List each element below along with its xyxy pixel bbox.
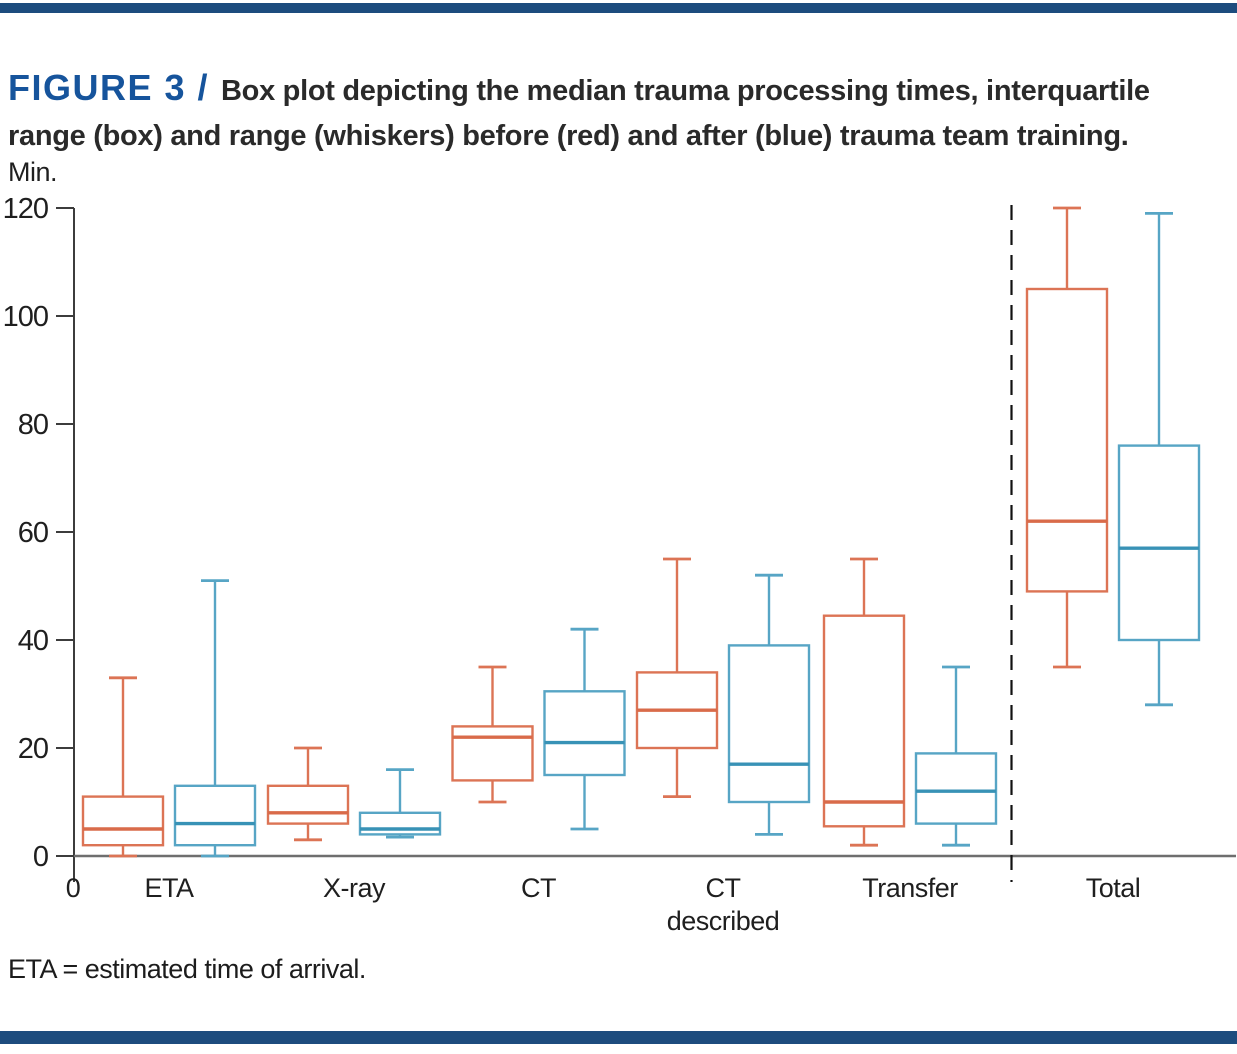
top-rule-bar: [0, 3, 1237, 13]
y-tick-label-60: 60: [18, 517, 48, 549]
iqr-box-x-ray-after: [358, 811, 442, 836]
figure-title: FIGURE 3 /Box plot depicting the median …: [8, 65, 1234, 159]
iqr-box-total-after: [1117, 444, 1201, 642]
x-cat-label-ct-described-line2: described: [667, 906, 780, 936]
x-cat-label-total: Total: [1086, 873, 1141, 903]
x-cat-label-ct: CT: [521, 873, 556, 903]
iqr-box-ct-described-after: [727, 644, 811, 804]
y-tick-label-0: 0: [33, 841, 48, 873]
iqr-box-transfer-after: [914, 752, 998, 825]
bottom-rule-bar: [0, 1031, 1237, 1044]
iqr-box-transfer-before: [822, 614, 906, 828]
y-tick-label-100: 100: [3, 301, 48, 333]
y-tick-label-20: 20: [18, 733, 48, 765]
y-tick-label-120: 120: [3, 193, 48, 225]
y-tick-label-80: 80: [18, 409, 48, 441]
iqr-box-total-before: [1025, 287, 1109, 593]
x-cat-label-ct-described: CT: [706, 873, 741, 903]
x-cat-label-eta: ETA: [144, 873, 193, 903]
x-cat-label-x-ray: X-ray: [323, 873, 386, 903]
iqr-box-x-ray-before: [266, 784, 350, 825]
figure-title-text: Box plot depicting the median trauma pro…: [8, 75, 1150, 152]
y-axis-title: Min.: [8, 157, 57, 187]
iqr-box-ct-after: [543, 690, 626, 777]
y-tick-label-40: 40: [18, 625, 48, 657]
x-cat-label-transfer: Transfer: [862, 873, 958, 903]
x-origin-label: 0: [66, 873, 81, 903]
figure-number-label: FIGURE 3 /: [8, 67, 210, 108]
iqr-box-eta-after: [173, 784, 257, 847]
iqr-box-eta-before: [81, 795, 165, 847]
figure-footnote: ETA = estimated time of arrival.: [8, 954, 366, 984]
iqr-box-ct-before: [451, 725, 534, 782]
